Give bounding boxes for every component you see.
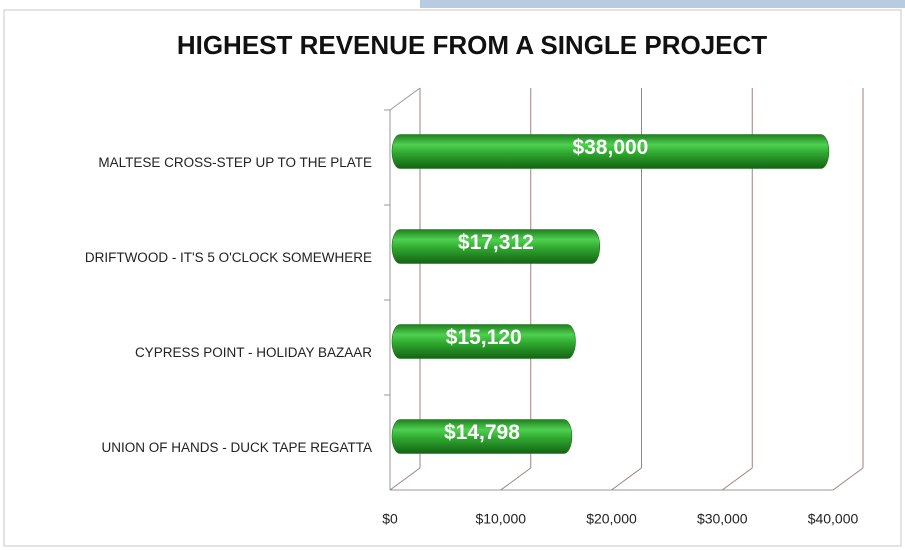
- bar: [391, 134, 830, 169]
- bar: [391, 419, 573, 454]
- value-label: $14,798: [444, 421, 520, 444]
- window-strip: [420, 0, 905, 8]
- axis-line: [389, 87, 421, 111]
- y-tick-label: MALTESE CROSS-STEP UP TO THE PLATE: [98, 155, 372, 170]
- grid-line: [832, 467, 864, 491]
- y-tick-label: DRIFTWOOD - IT'S 5 O'CLOCK SOMEWHERE: [85, 250, 372, 265]
- y-tick-label: CYPRESS POINT - HOLIDAY BAZAAR: [135, 345, 372, 360]
- x-tick-label: $30,000: [697, 511, 748, 527]
- x-tick-label: $20,000: [586, 511, 637, 527]
- chart-title: HIGHEST REVENUE FROM A SINGLE PROJECT: [177, 30, 767, 60]
- y-tick-label: UNION OF HANDS - DUCK TAPE REGATTA: [101, 440, 372, 455]
- x-tick-label: $40,000: [808, 511, 859, 527]
- value-label: $38,000: [572, 136, 648, 159]
- chart-frame: [3, 9, 902, 547]
- x-tick-label: $10,000: [475, 511, 526, 527]
- bar: [391, 324, 576, 359]
- grid-line: [389, 467, 421, 491]
- grid-line: [721, 467, 753, 491]
- value-label: $15,120: [446, 326, 522, 349]
- bar: [391, 229, 601, 264]
- grid-line: [500, 467, 532, 491]
- value-label: $17,312: [458, 231, 534, 254]
- x-tick-label: $0: [382, 511, 398, 527]
- grid-line: [611, 467, 642, 491]
